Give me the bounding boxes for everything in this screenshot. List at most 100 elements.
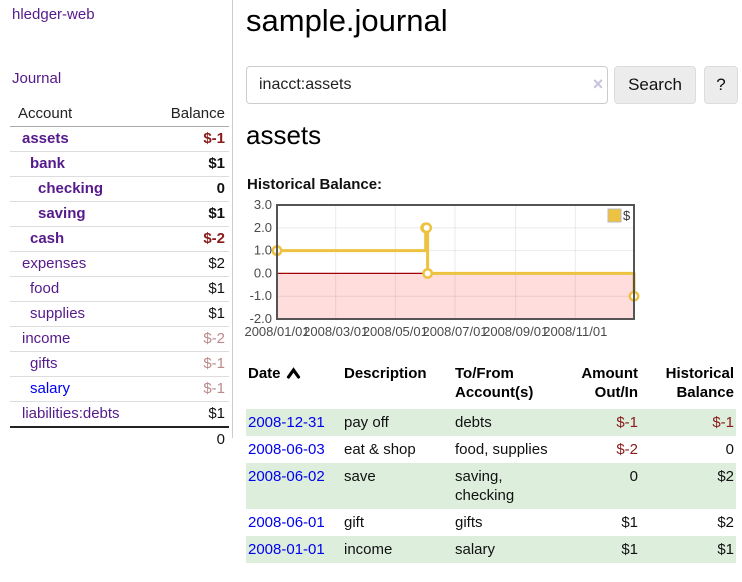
legend-swatch	[607, 208, 622, 223]
register-amount: $1	[621, 541, 638, 558]
x-tick-label: 2008/11/01	[543, 324, 607, 339]
register-accounts: salary	[455, 541, 496, 558]
app-brand-link[interactable]: hledger-web	[12, 6, 95, 23]
account-row: bank $1	[10, 151, 229, 177]
sort-ascending-icon	[286, 367, 300, 379]
register-row: 2008-01-01 income salary $1 $1	[246, 536, 736, 563]
account-link[interactable]: assets	[22, 130, 69, 147]
register-header-row: Date Description To/From Account(s) Amou…	[246, 362, 736, 409]
account-link[interactable]: income	[22, 330, 71, 347]
register-header-accounts: To/From Account(s)	[455, 365, 534, 401]
account-row: assets $-1	[10, 127, 229, 152]
accounts-table: Account Balance assets $-1 bank $1 check…	[10, 102, 229, 452]
account-row: food $1	[10, 276, 229, 302]
account-row: checking 0	[10, 176, 229, 202]
register-header-amount: Amount Out/In	[581, 365, 638, 401]
account-row: saving $1	[10, 201, 229, 227]
register-header-description: Description	[344, 365, 427, 382]
help-button[interactable]: ?	[704, 66, 738, 104]
account-balance: $1	[147, 401, 229, 427]
register-description: pay off	[344, 414, 389, 431]
account-link[interactable]: gifts	[30, 355, 58, 372]
account-link[interactable]: supplies	[30, 305, 86, 322]
register-table: Date Description To/From Account(s) Amou…	[246, 362, 736, 563]
y-tick-label: -1.0	[250, 288, 272, 303]
register-header-date[interactable]: Date	[246, 362, 342, 409]
y-tick-label: 2.0	[254, 220, 272, 235]
x-tick-label: 2008/07/01	[422, 324, 487, 339]
register-date-link[interactable]: 2008-06-02	[248, 468, 325, 485]
y-tick-label: -2.0	[250, 311, 272, 326]
account-balance: $2	[147, 251, 229, 277]
chart-title: Historical Balance:	[247, 176, 383, 193]
data-point-marker	[421, 222, 433, 234]
register-amount: $-2	[616, 441, 638, 458]
register-balance: $2	[717, 514, 734, 531]
x-tick-label: 2008/09/01	[483, 324, 548, 339]
register-amount: 0	[629, 468, 638, 485]
accounts-header-row: Account Balance	[10, 102, 229, 127]
search-button[interactable]: Search	[614, 66, 696, 104]
register-accounts: saving, checking	[455, 468, 515, 504]
account-link[interactable]: bank	[30, 155, 66, 172]
account-balance: $1	[147, 151, 229, 177]
register-accounts: gifts	[455, 514, 483, 531]
balance-chart-svg: 2008/01/012008/03/012008/05/012008/07/01…	[244, 197, 640, 339]
legend-label: $	[623, 208, 631, 223]
account-balance: $1	[147, 276, 229, 302]
account-row: income $-2	[10, 326, 229, 352]
account-link[interactable]: food	[30, 280, 60, 297]
register-accounts: food, supplies	[455, 441, 548, 458]
account-row: expenses $2	[10, 251, 229, 277]
register-balance: $1	[717, 541, 734, 558]
y-tick-label: 0.0	[254, 265, 272, 280]
register-date-link[interactable]: 2008-06-03	[248, 441, 325, 458]
account-link[interactable]: expenses	[22, 255, 87, 272]
account-row: liabilities:debts $1	[10, 401, 229, 427]
register-amount: $-1	[616, 414, 638, 431]
sidebar-item-journal[interactable]: Journal	[12, 70, 62, 87]
y-tick-label: 3.0	[254, 197, 272, 212]
account-link[interactable]: cash	[30, 230, 65, 247]
account-row: salary $-1	[10, 376, 229, 402]
sidebar: hledger-web Journal Account Balance asse…	[0, 0, 233, 452]
accounts-header-balance: Balance	[147, 102, 229, 127]
page-title: sample.journal	[246, 3, 448, 38]
search-input[interactable]	[246, 66, 608, 104]
account-link[interactable]: saving	[38, 205, 86, 222]
register-date-link[interactable]: 2008-12-31	[248, 414, 325, 431]
accounts-total-row: 0	[10, 426, 229, 452]
account-link[interactable]: liabilities:debts	[22, 405, 120, 422]
register-accounts: debts	[455, 414, 492, 431]
data-point-marker	[422, 267, 434, 279]
register-date-link[interactable]: 2008-06-01	[248, 514, 325, 531]
register-row: 2008-12-31 pay off debts $-1 $-1	[246, 409, 736, 436]
register-row: 2008-06-03 eat & shop food, supplies $-2…	[246, 436, 736, 463]
search-form: × Search ?	[246, 66, 738, 104]
register-date-link[interactable]: 2008-01-01	[248, 541, 325, 558]
plot-border	[276, 204, 635, 320]
account-row: gifts $-1	[10, 351, 229, 377]
account-link[interactable]: salary	[30, 380, 71, 397]
register-row: 2008-06-02 save saving, checking 0 $2	[246, 463, 736, 509]
account-link[interactable]: checking	[38, 180, 104, 197]
register-amount: $1	[621, 514, 638, 531]
account-balance: 0	[147, 176, 229, 202]
register-row: 2008-06-01 gift gifts $1 $2	[246, 509, 736, 536]
x-tick-label: 2008/01/01	[244, 324, 309, 339]
account-row: cash $-2	[10, 226, 229, 252]
register-description: save	[344, 468, 376, 485]
register-header-balance: Historical Balance	[665, 365, 734, 401]
main-content: sample.journal × Search ? assets Histori…	[244, 0, 738, 582]
x-tick-label: 2008/05/01	[363, 324, 428, 339]
account-balance: $-2	[147, 326, 229, 352]
accounts-header-account: Account	[10, 102, 148, 127]
register-description: income	[344, 541, 393, 558]
account-balance: $-1	[147, 351, 229, 377]
register-balance: 0	[725, 441, 734, 458]
clear-search-icon[interactable]: ×	[592, 74, 604, 94]
y-tick-label: 1.0	[254, 243, 272, 258]
register-balance: $-1	[712, 414, 734, 431]
register-description: gift	[344, 514, 365, 531]
